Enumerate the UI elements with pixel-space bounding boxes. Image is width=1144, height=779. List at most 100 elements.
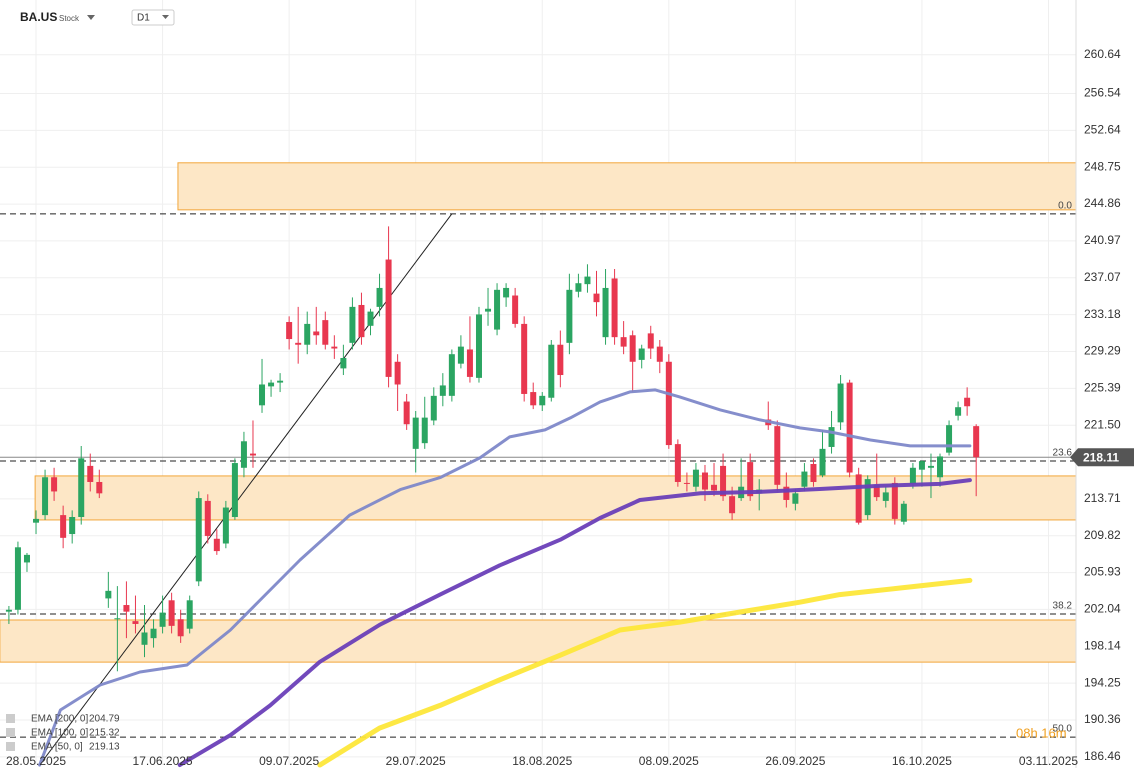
candle-body [222, 507, 229, 544]
candle-body [810, 463, 817, 482]
candle-body [358, 304, 365, 338]
candle-body [647, 333, 654, 349]
zone [177, 162, 1076, 211]
candle-body [322, 320, 329, 345]
candle-body [683, 482, 690, 484]
legend-icon [6, 728, 15, 737]
legend-icon [6, 714, 15, 723]
y-tick-label: 240.97 [1084, 233, 1121, 247]
candle-body [521, 323, 528, 394]
candle-body [846, 382, 853, 473]
candle-body [141, 632, 148, 645]
candle-body [548, 344, 555, 398]
candle-body [819, 448, 826, 476]
header: BA.US Stock D1 [20, 9, 175, 26]
candle-body [557, 344, 564, 376]
legend-value: 219.13 [89, 742, 120, 753]
candle-body [177, 619, 184, 637]
candle-body [611, 278, 618, 338]
dropdown-arrow[interactable] [87, 15, 95, 20]
candle-body [277, 380, 284, 383]
x-tick-label: 03.11.2025 [1019, 754, 1078, 768]
candle-body [60, 515, 67, 538]
candle-body [159, 612, 166, 627]
candle-body [674, 444, 681, 482]
candle-body [403, 401, 410, 425]
candle-body [873, 484, 880, 498]
candle-body [430, 395, 437, 421]
candle-body [711, 484, 718, 491]
y-tick-label: 260.64 [1084, 47, 1121, 61]
timeframe: D1 [137, 13, 150, 24]
candle-body [792, 493, 799, 504]
candle-body [313, 331, 320, 336]
candle-body [394, 361, 401, 385]
plot-area [0, 162, 1076, 768]
candle-body [439, 385, 446, 396]
candle-body [5, 609, 12, 612]
y-tick-label: 256.54 [1084, 86, 1121, 100]
candle-body [864, 479, 871, 516]
candle-body [349, 306, 356, 343]
candle-body [512, 295, 519, 324]
candle-body [665, 361, 672, 446]
candle-body [593, 293, 600, 303]
fib-label: 38.2 [1053, 601, 1073, 612]
candle-body [964, 397, 971, 407]
candle-body [801, 471, 808, 487]
price-tag [1070, 448, 1134, 467]
candle-body [42, 477, 49, 516]
candle-body [475, 314, 482, 378]
y-tick-label: 248.75 [1084, 159, 1121, 173]
y-tick-label: 198.14 [1084, 638, 1121, 652]
x-tick-label: 26.09.2025 [765, 754, 825, 768]
y-tick-label: 252.64 [1084, 123, 1121, 137]
candle-body [602, 287, 609, 338]
candle-body [539, 395, 546, 406]
timeframe-select[interactable] [131, 9, 175, 26]
y-tick-label: 194.25 [1084, 675, 1121, 689]
candle-body [268, 382, 275, 387]
fib-label: 50.0 [1053, 724, 1073, 735]
candle-body [855, 474, 862, 523]
y-tick-label: 190.36 [1084, 712, 1121, 726]
candle-body [421, 417, 428, 444]
candle-body [448, 354, 455, 396]
candle-body [412, 417, 419, 449]
price-tag-label: 218.11 [1083, 450, 1119, 464]
candle-body [900, 503, 907, 522]
ema-line [317, 577, 973, 768]
candle-body [891, 482, 898, 519]
candle-body [485, 308, 492, 312]
candle-body [494, 289, 501, 330]
y-tick-label: 233.18 [1084, 307, 1121, 321]
y-tick-label: 202.04 [1084, 602, 1121, 616]
candle-body [828, 427, 835, 447]
x-tick-label: 08.09.2025 [639, 754, 699, 768]
candle-body [385, 259, 392, 377]
candle-body [240, 441, 247, 468]
candle-body [286, 322, 293, 340]
candle-body [918, 461, 925, 470]
candle-body [33, 518, 40, 523]
candle-body [720, 465, 727, 497]
x-tick-label: 18.08.2025 [512, 754, 572, 768]
candle-body [457, 346, 464, 364]
legend-value: 204.79 [89, 714, 120, 725]
candle-body [150, 628, 157, 639]
candle-body [584, 276, 591, 285]
candle-body [882, 492, 889, 501]
candle-body [23, 554, 30, 563]
x-tick-label: 29.07.2025 [386, 754, 446, 768]
y-tick-label: 213.71 [1084, 491, 1121, 505]
instrument-kind: Stock [59, 14, 80, 23]
x-tick-label: 17.06.2025 [133, 754, 193, 768]
dropdown-arrow[interactable] [162, 15, 169, 19]
trendline [39, 213, 453, 766]
candle-body [566, 289, 573, 343]
candle-body [927, 465, 934, 468]
y-tick-label: 221.50 [1084, 417, 1121, 431]
countdown: 08h 16m [1016, 725, 1067, 740]
axes: 260.64 256.54 252.64 248.75 244.86 240.97 237.… [6, 47, 1134, 768]
